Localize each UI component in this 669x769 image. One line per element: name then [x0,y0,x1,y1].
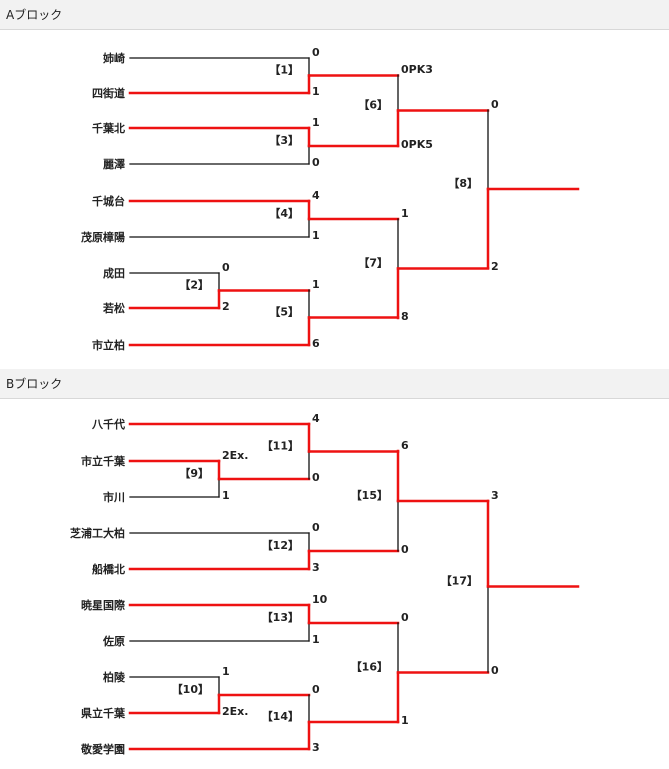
match-label: 【10】 [172,683,209,696]
team-name: 成田 [103,266,125,280]
score-top: 1 [401,207,409,220]
match-label: 【16】 [351,661,388,674]
score-bottom: 0 [312,156,320,169]
block-b-title: Bブロック [6,377,63,391]
match-label: 【7】 [358,257,388,270]
team-name: 四街道 [92,86,125,100]
score-bottom: 1 [312,633,320,646]
score-top: 0 [401,611,409,624]
score-top: 0 [222,261,230,274]
score-top: 4 [312,189,320,202]
score-top: 4 [312,412,320,425]
team-name: 八千代 [91,417,125,431]
score-top: 0PK3 [401,63,433,76]
team-name: 佐原 [102,634,125,648]
match-label: 【9】 [179,467,209,480]
team-name: 敬愛学園 [80,742,125,756]
score-top: 0 [312,46,320,59]
team-name: 市川 [103,490,125,504]
team-name: 市立千葉 [81,454,126,468]
match-label: 【17】 [441,575,478,588]
match-label: 【4】 [269,207,299,220]
score-bottom: 1 [312,229,320,242]
team-name: 市立柏 [92,338,125,352]
match-label: 【2】 [179,279,209,292]
team-name: 暁星国際 [81,598,126,612]
match-label: 【12】 [262,539,299,552]
team-name: 県立千葉 [81,706,126,720]
score-bottom: 0 [401,543,409,556]
match-label: 【8】 [448,177,478,190]
team-name: 柏陵 [103,670,126,684]
score-top: 1 [312,116,320,129]
team-name: 芝浦工大柏 [70,526,125,540]
score-top: 0 [312,521,320,534]
team-name: 千葉北 [92,121,125,135]
score-top: 0 [312,683,320,696]
match-label: 【5】 [269,306,299,319]
match-label: 【1】 [269,64,299,77]
score-bottom: 8 [401,310,409,323]
match-label: 【15】 [351,489,388,502]
score-bottom: 2 [491,260,499,273]
score-bottom: 0 [312,471,320,484]
score-top: 2Ex. [222,449,248,462]
score-bottom: 6 [312,337,320,350]
score-bottom: 2 [222,300,230,313]
block-a-title: Aブロック [6,8,63,22]
match-label: 【13】 [262,611,299,624]
match-label: 【6】 [358,99,388,112]
match-label: 【11】 [262,440,299,453]
block-b-header: Bブロック [0,369,669,399]
score-bottom: 2Ex. [222,705,248,718]
score-bottom: 1 [222,489,230,502]
team-name: 麗澤 [103,157,125,171]
score-top: 1 [312,278,320,291]
score-bottom: 1 [401,714,409,727]
match-label: 【3】 [269,134,299,147]
score-top: 1 [222,665,230,678]
team-name: 船橋北 [92,562,125,576]
match-label: 【14】 [262,710,299,723]
block-a-header: Aブロック [0,0,669,30]
score-bottom: 3 [312,741,320,754]
score-top: 3 [491,489,499,502]
score-bottom: 0PK5 [401,138,433,151]
score-bottom: 3 [312,561,320,574]
score-top: 6 [401,439,409,452]
team-name: 姉崎 [103,51,125,65]
score-bottom: 1 [312,85,320,98]
team-name: 千城台 [92,194,125,208]
team-name: 若松 [103,301,125,315]
score-top: 0 [491,98,499,111]
score-top: 10 [312,593,328,606]
score-bottom: 0 [491,664,499,677]
team-name: 茂原樟陽 [81,230,125,244]
